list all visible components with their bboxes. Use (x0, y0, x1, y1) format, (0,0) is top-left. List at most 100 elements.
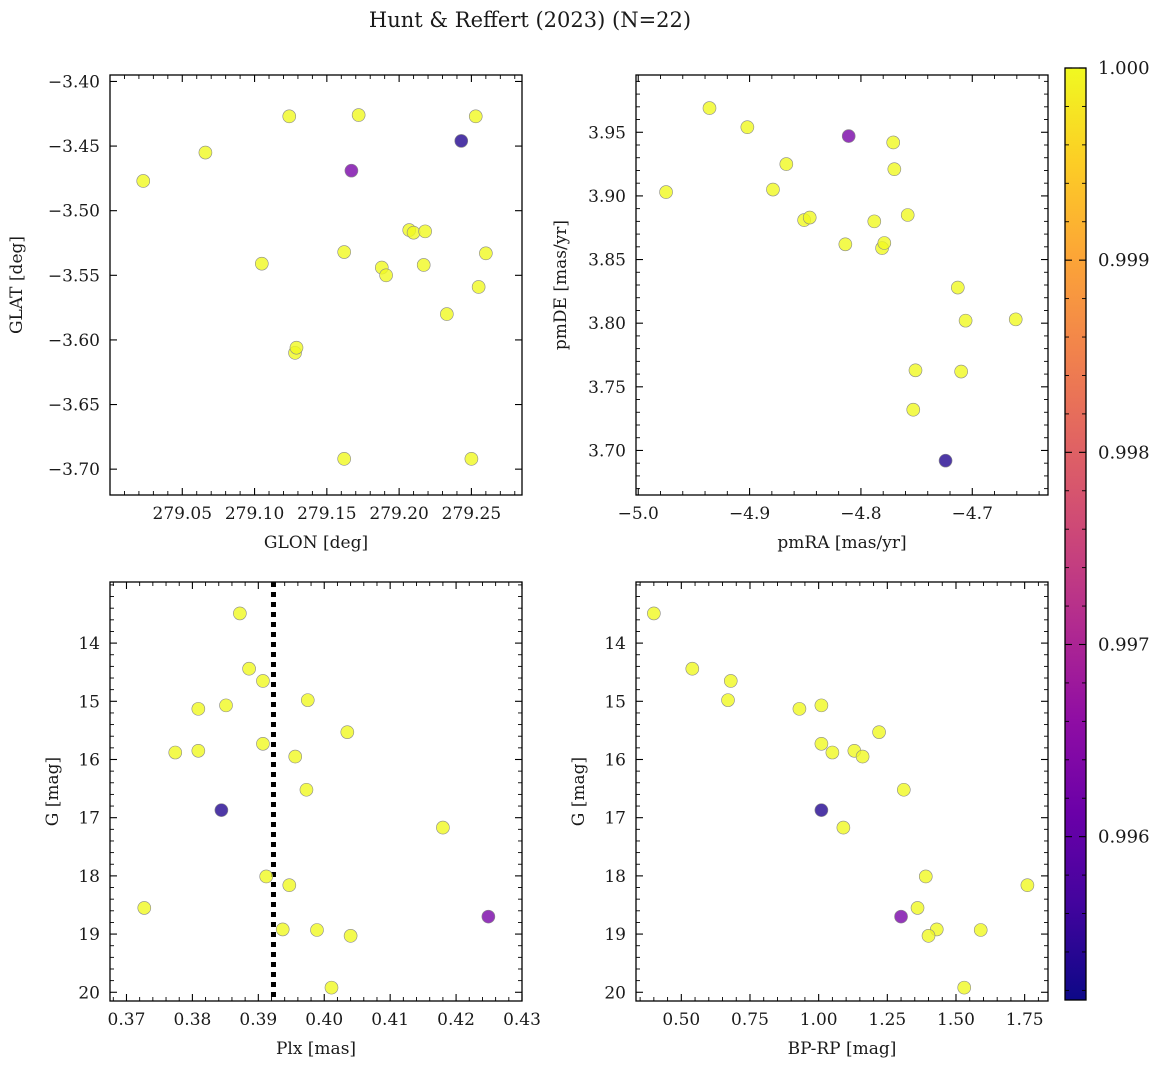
glon-glat-point (418, 224, 432, 239)
glon-glat-point (344, 163, 359, 178)
glon-glat-point (440, 307, 454, 321)
bprp-g-y-tick-label: 17 (604, 809, 626, 829)
glon-glat-point (282, 109, 297, 124)
bprp-g-x-tick-label: 1.00 (800, 1010, 838, 1030)
glon-glat-x-tick-label: 279.05 (153, 504, 212, 524)
pmra-pmde-y-tick-label: 3.80 (588, 314, 626, 334)
plx-g-point (137, 901, 152, 915)
pmra-pmde-point (766, 182, 780, 197)
pmra-pmde-y-tick-label: 3.95 (588, 123, 626, 143)
glon-glat-y-tick-label: −3.65 (48, 396, 100, 416)
glon-glat-x-tick-label: 279.20 (369, 504, 428, 524)
glon-glat-y-tick-label: −3.70 (48, 460, 100, 480)
bprp-g-y-tick-label: 16 (604, 750, 626, 770)
pmra-pmde-frame (635, 74, 1049, 496)
plx-g-point (324, 980, 339, 995)
bprp-g-y-tick-label: 15 (604, 692, 626, 712)
plx-g-point (436, 820, 450, 835)
glon-glat-point (471, 280, 486, 294)
plx-g-y-tick-label: 16 (78, 750, 100, 770)
glon-glat-x-tick-label: 279.15 (297, 504, 356, 524)
plx-g-y-tick-label: 19 (78, 925, 100, 945)
bprp-g-y-tick-label: 14 (604, 634, 626, 654)
plx-g-point (256, 736, 270, 751)
plx-g-x-tick-label: 0.43 (503, 1010, 541, 1030)
glon-glat-point (198, 145, 213, 160)
panel-plx-g: 0.37 0.38 0.39 0.40 0.41 0.42 0.43 14 15 16 17 18 19… (43, 581, 541, 1059)
colorbar-ticks: 0.996 0.997 0.998 0.999 1.000 (1065, 58, 1150, 991)
bprp-g-y-axis-label: G [mag] (569, 757, 589, 826)
pmra-pmde-point (951, 280, 965, 295)
colorbar-gradient (1064, 67, 1087, 1001)
colorbar-tick-label: 1.000 (1098, 58, 1150, 79)
plx-g-point (288, 749, 303, 764)
plx-g-y-tick-label: 15 (78, 692, 100, 712)
glon-glat-y-tick-label: −3.40 (48, 72, 100, 92)
panel-pmra-pmde: −5.0 −4.9 −4.8 −4.7 3.70 3.75 3.80 3.85 3.90 3.95… (551, 74, 1049, 553)
pmra-pmde-point (908, 363, 923, 378)
pmra-pmde-x-tick-label: −4.8 (840, 504, 881, 524)
bprp-g-point (814, 736, 829, 751)
pmra-pmde-x-tick-label: −5.0 (618, 504, 659, 524)
colorbar-tick-label: 0.998 (1098, 442, 1150, 463)
plx-g-point (340, 725, 355, 739)
bprp-g-frame (635, 581, 1049, 1002)
plx-g-point (282, 878, 297, 892)
bprp-g-point (957, 980, 972, 995)
bprp-g-point (872, 725, 886, 739)
bprp-g-point (918, 869, 933, 884)
plx-g-y-tick-label: 14 (78, 634, 100, 654)
pmra-pmde-y-axis-label: pmDE [mas/yr] (551, 220, 571, 350)
bprp-g-y-tick-label: 18 (604, 867, 626, 887)
colorbar-tick-label: 0.999 (1098, 250, 1150, 271)
bprp-g-x-tick-label: 1.50 (937, 1010, 975, 1030)
plx-g-point (343, 929, 358, 943)
pmra-pmde-x-axis-label: pmRA [mas/yr] (777, 533, 906, 553)
bprp-g-point (721, 693, 735, 707)
glon-glat-point (254, 256, 269, 271)
plx-g-point (168, 745, 183, 760)
glon-glat-y-tick-label: −3.50 (48, 202, 100, 222)
glon-glat-y-tick-label: −3.55 (48, 266, 100, 286)
pmra-pmde-x-tick-label: −4.9 (729, 504, 770, 524)
pmra-pmde-y-tick-label: 3.85 (588, 251, 626, 271)
glon-glat-point (136, 174, 151, 188)
bprp-g-point (792, 702, 807, 716)
bprp-g-x-tick-label: 0.75 (731, 1010, 769, 1030)
pmra-pmde-point (877, 236, 892, 250)
colorbar-tick-label: 0.997 (1098, 634, 1150, 655)
bprp-g-y-tick-label: 19 (604, 925, 626, 945)
pmra-pmde-point (1008, 312, 1023, 327)
plx-g-x-axis-label: Plx [mas] (276, 1039, 356, 1059)
glon-glat-point (416, 258, 431, 272)
plx-g-y-tick-label: 17 (78, 809, 100, 829)
pmra-pmde-point (900, 208, 915, 222)
bprp-g-point (896, 782, 911, 797)
plx-g-point (233, 606, 247, 621)
bprp-g-point (894, 909, 908, 924)
pmra-pmde-point (867, 214, 882, 229)
glon-glat-x-tick-label: 279.10 (225, 504, 284, 524)
plx-g-point (310, 923, 324, 937)
pmra-pmde-point (838, 237, 853, 252)
bprp-g-point (685, 661, 700, 676)
pmra-pmde-y-tick-label: 3.70 (588, 441, 626, 461)
pmra-pmde-point (954, 364, 968, 379)
pmra-pmde-point (702, 101, 717, 115)
pmra-pmde-point (938, 453, 953, 468)
bprp-g-y-tick-label: 20 (604, 983, 626, 1003)
glon-glat-x-axis-label: GLON [deg] (264, 533, 368, 553)
bprp-g-point (1020, 878, 1035, 892)
plx-g-point (275, 922, 290, 937)
pmra-pmde-point (887, 162, 902, 176)
pmra-pmde-point (958, 313, 973, 328)
plx-g-point (481, 909, 496, 924)
pmra-pmde-y-tick-label: 3.90 (588, 187, 626, 207)
plx-g-y-tick-label: 18 (78, 867, 100, 887)
plx-g-point (242, 661, 256, 676)
pmra-pmde-point (659, 185, 673, 199)
plx-g-point (300, 693, 315, 707)
glon-glat-frame (109, 74, 523, 496)
bprp-g-point (921, 929, 936, 943)
glon-glat-point (464, 452, 479, 466)
